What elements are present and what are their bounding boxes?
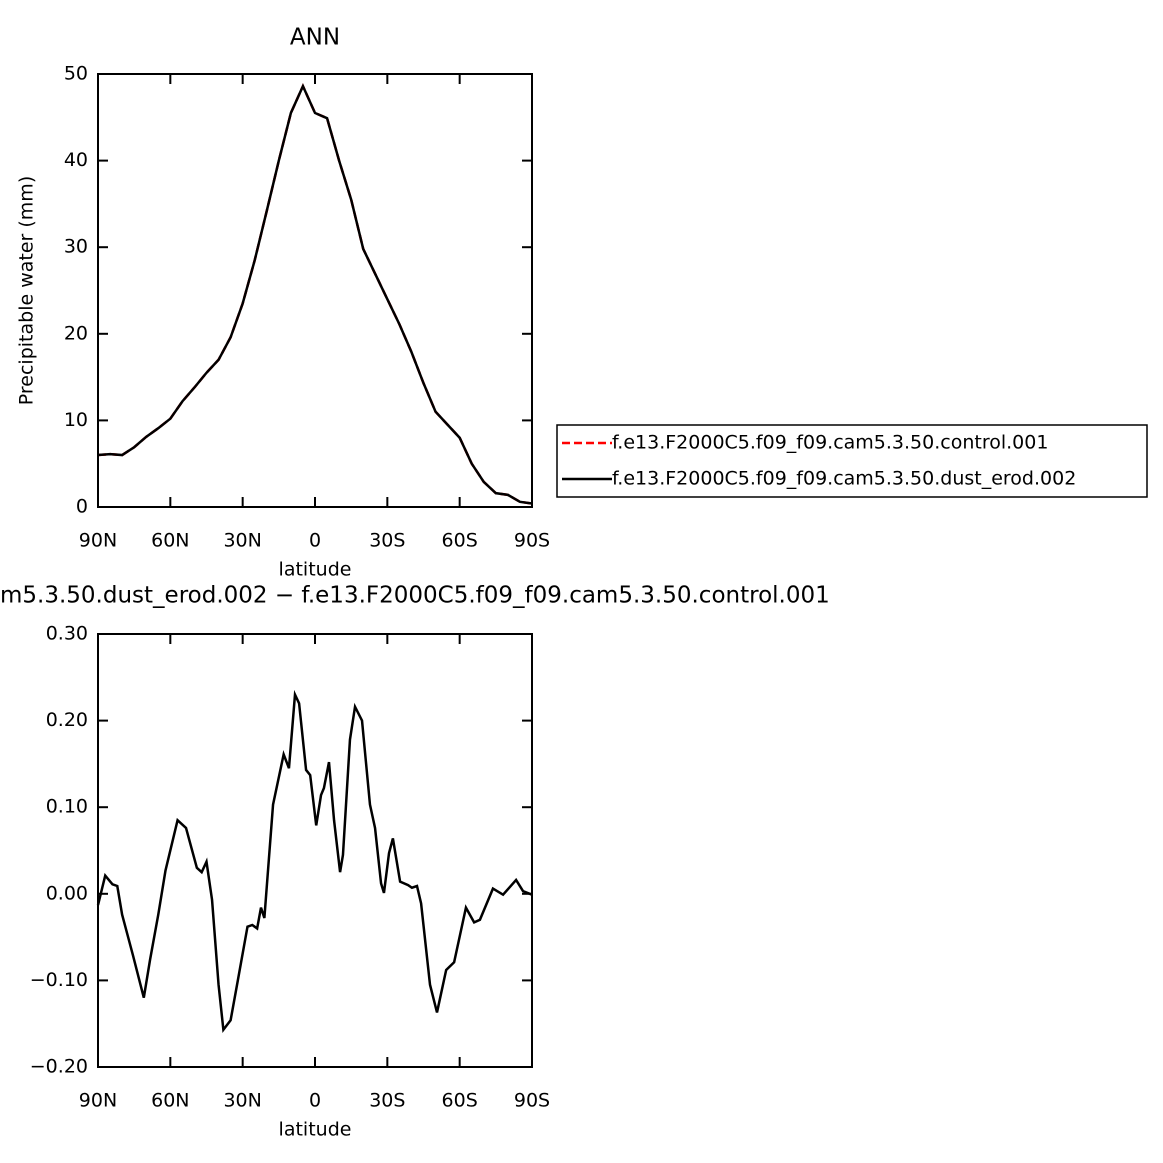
chart-title: ANN bbox=[290, 25, 340, 51]
x-tick-label: 60S bbox=[442, 530, 478, 552]
x-tick-label: 90N bbox=[79, 1090, 117, 1112]
y-tick-label: 0.00 bbox=[46, 882, 88, 904]
x-axis-label: latitude bbox=[279, 559, 352, 581]
y-tick-label: 0.10 bbox=[46, 796, 88, 818]
x-tick-label: 90S bbox=[514, 1090, 550, 1112]
x-tick-label: 60N bbox=[151, 1090, 189, 1112]
x-tick-label: 0 bbox=[309, 530, 321, 552]
y-tick-label: 50 bbox=[64, 63, 88, 85]
data-line bbox=[97, 83, 533, 505]
x-tick-label: 60S bbox=[442, 1090, 478, 1112]
x-tick-label: 30N bbox=[223, 530, 261, 552]
legend-box bbox=[556, 424, 1148, 498]
x-tick-label: 90S bbox=[514, 530, 550, 552]
y-tick-label: 30 bbox=[64, 236, 88, 258]
x-tick-label: 30S bbox=[369, 530, 405, 552]
y-tick-label: 40 bbox=[64, 149, 88, 171]
y-tick-label: 0.20 bbox=[46, 709, 88, 731]
y-tick-label: 20 bbox=[64, 322, 88, 344]
y-axis-label: Precipitable water (mm) bbox=[16, 176, 38, 405]
y-tick-label: −0.10 bbox=[30, 969, 88, 991]
x-tick-label: 60N bbox=[151, 530, 189, 552]
y-tick-label: −0.20 bbox=[30, 1056, 88, 1078]
legend-label: f.e13.F2000C5.f09_f09.cam5.3.50.control.… bbox=[612, 432, 1048, 454]
y-tick-label: 0 bbox=[76, 496, 88, 518]
chart-title: m5.3.50.dust_erod.002 − f.e13.F2000C5.f0… bbox=[0, 583, 830, 609]
y-tick-label: 0.30 bbox=[46, 623, 88, 645]
x-tick-label: 30S bbox=[369, 1090, 405, 1112]
y-tick-label: 10 bbox=[64, 409, 88, 431]
data-line bbox=[96, 689, 533, 1034]
x-tick-label: 0 bbox=[309, 1090, 321, 1112]
x-tick-label: 90N bbox=[79, 530, 117, 552]
x-tick-label: 30N bbox=[223, 1090, 261, 1112]
legend-label: f.e13.F2000C5.f09_f09.cam5.3.50.dust_ero… bbox=[612, 468, 1076, 490]
x-axis-label: latitude bbox=[279, 1119, 352, 1141]
